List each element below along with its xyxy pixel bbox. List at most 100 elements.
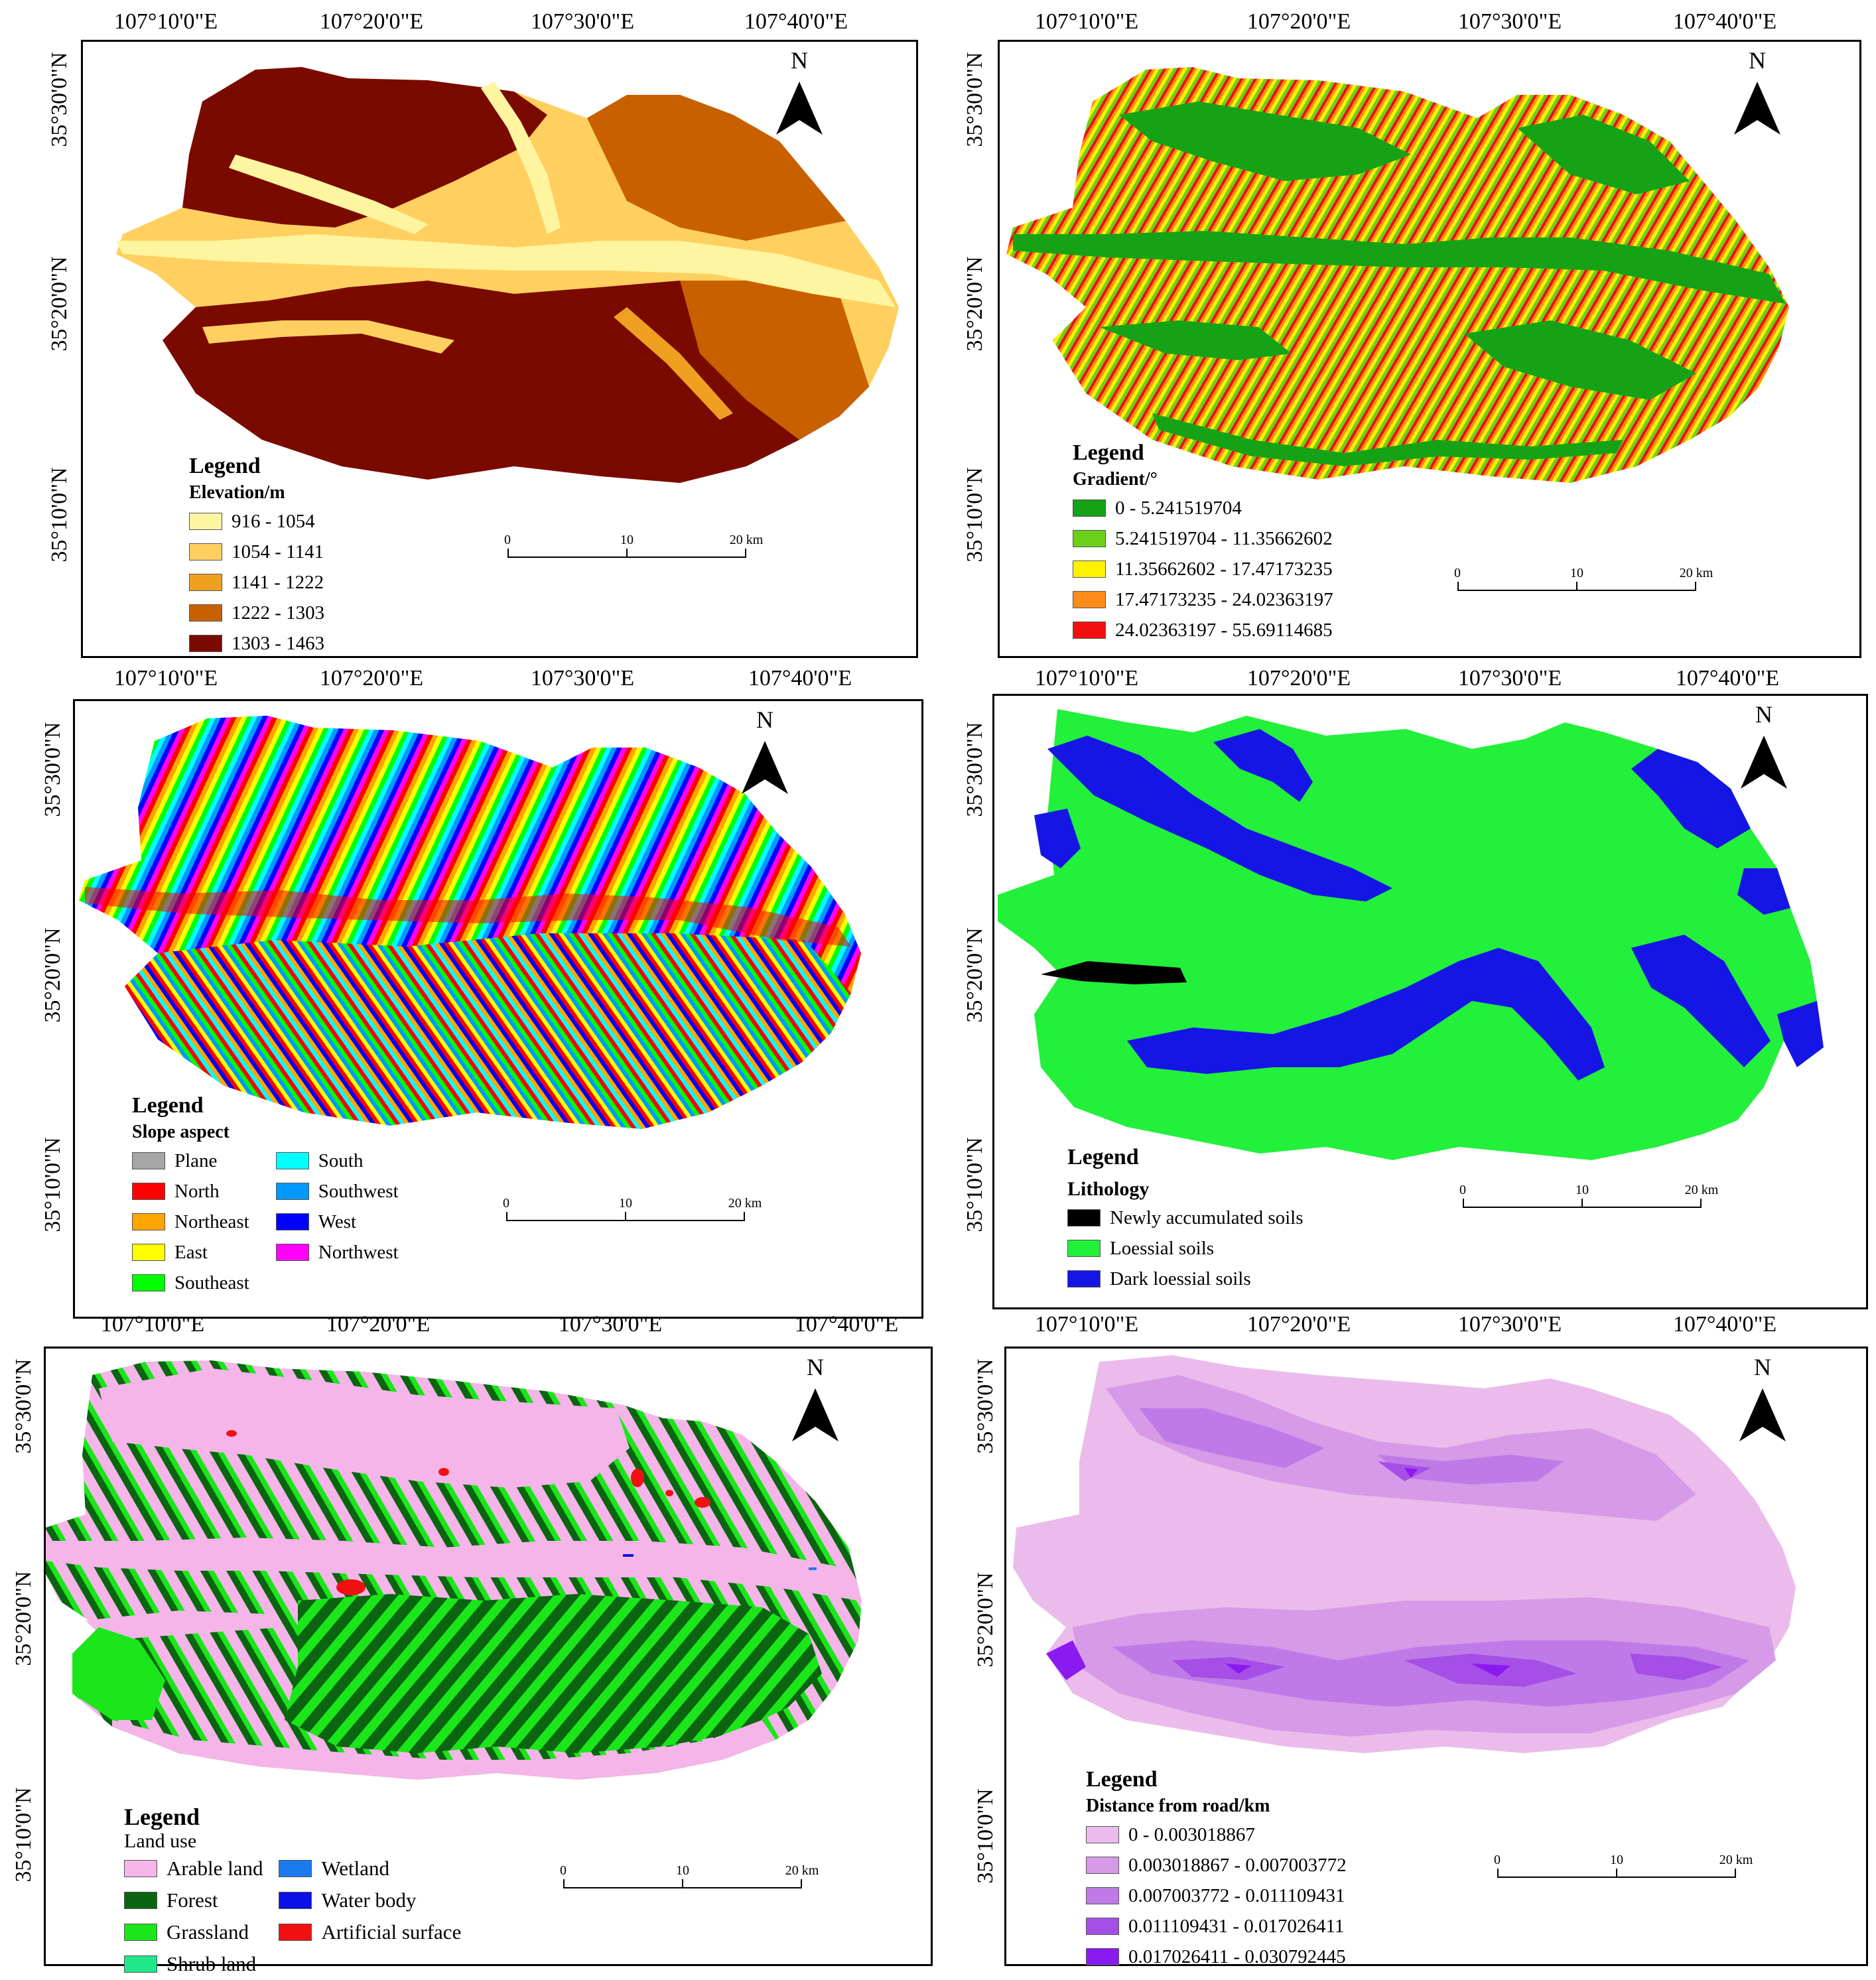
scale-tick [745,549,746,558]
map-frame: N 0 10 20 km Legend Elevation/m 916 - 10… [81,40,918,658]
legend-title: Legend [132,1093,204,1118]
legend-swatch [124,1892,157,1909]
legend-swatch [132,1213,165,1230]
legend-swatch [132,1244,165,1261]
top-coord-label: 107°40'0"E [794,1312,899,1337]
legend-label: Grassland [167,1920,249,1944]
legend-swatch [275,1152,309,1169]
legend-swatch [275,1213,309,1230]
legend-title: Legend [1067,1145,1139,1169]
scale-tick [1700,1199,1702,1208]
artificial-surface [631,1469,644,1487]
north-label: N [756,706,773,733]
legend-swatch [124,1955,157,1973]
aspect-map [78,716,861,1129]
scale-tick [801,1879,802,1888]
left-coord-label: 35°20'0"N [973,1572,998,1668]
legend-item: 24.02363197 - 55.69114685 [1073,615,1333,645]
flat-plateau-north [1119,101,1411,181]
legend-subtitle: Gradient/° [1073,469,1158,490]
aspect-south-half [125,933,851,1129]
scale-label: 20 km [728,1196,762,1211]
legend-label: 916 - 1054 [232,510,315,532]
scale-tick [506,1212,507,1221]
legend-title: Legend [189,454,261,478]
arable-north-plateau [99,1368,630,1488]
legend-swatch [132,1183,165,1200]
legend-item: Water body [279,1884,461,1916]
artificial-surface [226,1430,237,1437]
legend-swatch [189,635,222,652]
scale-label: 20 km [729,533,764,547]
top-coord-label: 107°30'0"E [1457,9,1562,34]
left-coord-label: 35°10'0"N [11,1787,36,1882]
legend-title: Legend [124,1804,200,1830]
north-valley [229,155,428,234]
legend-swatch [124,1860,157,1877]
legend-swatch [275,1183,309,1200]
elevation-map [116,67,899,483]
legend-item: North [132,1176,249,1207]
high-plateau-east [587,95,846,241]
top-coord-label: 107°10'0"E [1034,666,1139,691]
legend-swatch [1086,1826,1119,1843]
artificial-surface [695,1497,710,1508]
flat-plateau-south [1099,320,1292,360]
legend-columns: Arable land Forest Grassland Shrub land … [124,1853,488,1980]
north-arrow-icon [776,82,823,135]
legend: Legend Land use Arable land Forest Grass… [124,1804,488,1980]
scale-label: 0 [503,1196,509,1211]
legend-label: Northeast [174,1211,249,1232]
legend: Legend Distance from road/km 0 - 0.00301… [1086,1766,1347,1972]
north-label: N [791,47,808,74]
dark-loessial-east [1631,749,1751,848]
legend-label: Artificial surface [321,1920,462,1944]
legend-swatch [1073,499,1106,517]
distance-band-5 [1471,1664,1510,1677]
legend-swatch [1067,1240,1101,1257]
legend-item: 916 - 1054 [189,506,324,537]
legend-item: 0.017026411 - 0.030792445 [1086,1942,1347,1972]
dark-loessial-north [1047,736,1392,901]
top-coord-label: 107°10'0"E [113,666,218,691]
scale-label: 0 [1494,1853,1501,1867]
legend-item: Artificial surface [279,1916,461,1948]
scale-label: 0 [560,1863,567,1878]
scale-tick [1457,582,1459,591]
arable-valley [46,1538,858,1601]
legend-swatch [279,1860,312,1877]
legend-item: 0 - 5.241519704 [1073,493,1333,523]
legend-swatch [1073,591,1106,608]
legend-subtitle: Lithology [1067,1178,1150,1200]
legend-swatch [124,1924,157,1941]
scale-label: 10 [1575,1183,1589,1197]
distance-band-5 [1225,1664,1252,1674]
legend-column: Wetland Water body Artificial surface [279,1853,461,1980]
landuse-map [46,1360,862,1780]
legend-label: Southeast [174,1272,249,1293]
scale-bar: 0 10 20 km [1454,566,1713,619]
dark-loessial-north-2 [1213,729,1313,802]
east-valley [481,82,561,234]
scale-tick [626,549,628,558]
legend-item: Southwest [275,1176,399,1207]
north-arrow: N [789,1355,842,1448]
scale-label: 10 [676,1863,689,1878]
dark-loessial-east-2 [1737,868,1790,915]
flat-strip-south [1152,413,1623,466]
legend-subtitle: Slope aspect [132,1122,230,1142]
distance-band-4 [1172,1657,1285,1680]
legend: Legend Elevation/m 916 - 1054 1054 - 114… [189,453,324,659]
top-coord-label: 107°10'0"E [1034,1312,1139,1337]
legend-swatch [279,1924,312,1941]
legend-item: 0.011109431 - 0.017026411 [1086,1911,1347,1942]
scale-tick [625,1212,626,1221]
legend-item: 5.241519704 - 11.35662602 [1073,523,1333,554]
scale-label: 10 [1610,1853,1623,1867]
dark-loessial-southeast [1631,935,1771,1067]
elevation-panel: 107°10'0"E 107°20'0"E 107°30'0"E 107°40'… [0,0,938,663]
legend-item: 1303 - 1463 [189,628,324,659]
scale-tick [744,1212,745,1221]
flat-plateau-southeast [1464,320,1696,400]
map-frame: N 0 10 20 km Legend Distance from road/k… [1004,1347,1868,1967]
